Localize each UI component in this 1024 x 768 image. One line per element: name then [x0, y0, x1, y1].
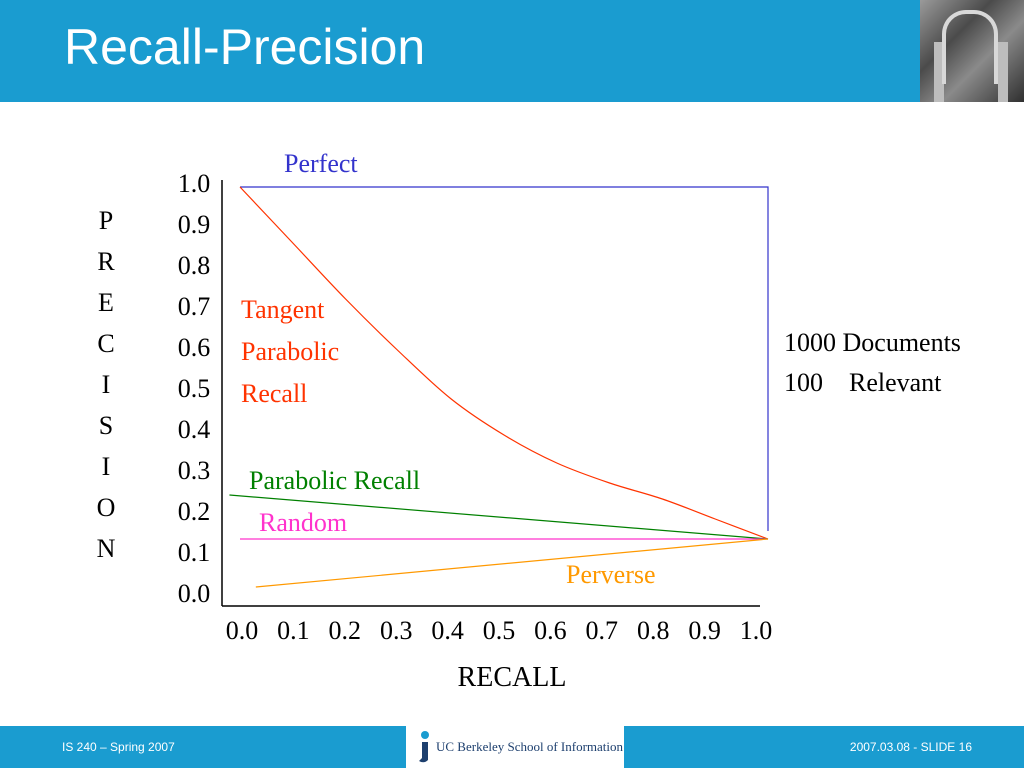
y-tick-label: 0.2	[178, 497, 211, 526]
slide-header: Recall-Precision	[0, 0, 1024, 102]
x-tick-label: 0.3	[380, 616, 413, 645]
series-label-perverse: Perverse	[566, 560, 656, 589]
note-relevant: 100 Relevant	[784, 368, 942, 397]
series-line-perfect	[240, 186, 769, 531]
series-label-perfect: Perfect	[284, 149, 358, 178]
school-logo: UC Berkeley School of Information	[406, 726, 624, 768]
y-tick-label: 0.0	[178, 579, 211, 608]
note-documents: 1000 Documents	[784, 328, 961, 357]
series-label-tangent-parabolic-recall: Parabolic	[241, 337, 339, 366]
y-tick-label: 0.7	[178, 292, 211, 321]
series-line-parabolic-recall	[229, 494, 769, 540]
series-label-random: Random	[259, 508, 347, 537]
logo-text: UC Berkeley School of Information	[436, 739, 624, 754]
y-axis-label-letter: P	[98, 206, 114, 235]
x-tick-label: 0.5	[483, 616, 516, 645]
footer-course: IS 240 – Spring 2007	[62, 740, 175, 754]
y-axis-label-letter: I	[101, 370, 111, 399]
y-tick-label: 0.5	[178, 374, 211, 403]
series-line-perverse	[255, 538, 769, 588]
logo-i-icon	[419, 731, 429, 763]
recall-precision-chart: 0.0 0.1 0.2 0.3 0.4 0.5 0.6 0.7 0.8 0.9 1.0 0.0 0.1 0…	[178, 149, 773, 693]
header-building-photo	[920, 0, 1024, 102]
x-tick-label: 0.8	[637, 616, 670, 645]
x-axis-label: RECALL	[458, 662, 567, 693]
y-axis-label-letter: O	[96, 493, 116, 522]
x-tick-label: 0.4	[431, 616, 464, 645]
y-tick-label: 0.6	[178, 333, 211, 362]
x-tick-label: 0.1	[277, 616, 310, 645]
y-tick-label: 0.8	[178, 251, 211, 280]
series-label-tangent-parabolic-recall: Recall	[241, 379, 307, 408]
y-tick-label: 1.0	[178, 169, 211, 198]
y-tick-label: 0.1	[178, 538, 211, 567]
y-axis-label-letter: N	[96, 534, 116, 563]
y-axis-label-letter: E	[98, 288, 114, 317]
y-tick-label: 0.3	[178, 456, 211, 485]
x-tick-label: 0.0	[226, 616, 259, 645]
series-label-parabolic-recall: Parabolic Recall	[249, 466, 420, 495]
y-tick-label: 0.4	[178, 415, 211, 444]
x-tick-label: 0.7	[586, 616, 619, 645]
x-tick-label: 0.2	[329, 616, 362, 645]
series-label-tangent-parabolic-recall: Tangent	[241, 295, 325, 324]
x-tick-label: 0.9	[688, 616, 721, 645]
footer-slide-number: 2007.03.08 - SLIDE 16	[849, 740, 972, 754]
x-tick-label: 0.6	[534, 616, 567, 645]
y-axis-label-letter: R	[97, 247, 115, 276]
y-tick-label: 0.9	[178, 210, 211, 239]
y-axis-label-letter: I	[101, 452, 111, 481]
x-tick-label: 1.0	[740, 616, 773, 645]
y-axis-label-letter: C	[97, 329, 115, 358]
slide-title: Recall-Precision	[64, 19, 426, 75]
y-axis-label-letter: S	[98, 411, 114, 440]
series-line-tangent-parabolic-recall	[239, 186, 769, 540]
